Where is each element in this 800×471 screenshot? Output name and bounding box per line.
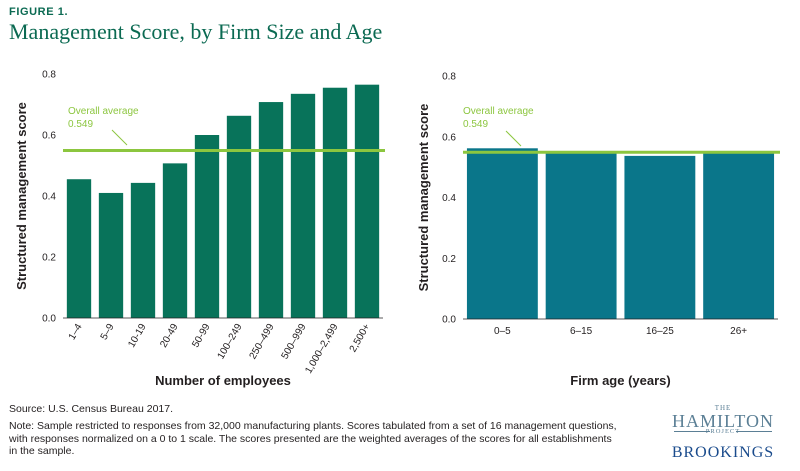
y-axis-label: Structured management score xyxy=(14,102,29,290)
y-tick-label: 0.6 xyxy=(442,132,456,143)
methodology-note: Note: Sample restricted to responses fro… xyxy=(9,420,617,457)
logo-rule-right xyxy=(736,431,772,432)
average-pointer xyxy=(111,129,128,146)
average-pointer xyxy=(505,130,522,147)
bar xyxy=(703,151,775,319)
source-note: Source: U.S. Census Bureau 2017. xyxy=(9,403,174,415)
bar xyxy=(162,163,188,318)
figure-label: FIGURE 1. xyxy=(9,6,69,18)
y-tick-label: 0.6 xyxy=(42,131,56,142)
y-tick-label: 0.2 xyxy=(42,253,56,264)
bar xyxy=(194,135,220,318)
bar xyxy=(130,182,156,318)
figure-title: Management Score, by Firm Size and Age xyxy=(9,19,383,44)
x-axis-label: Number of employees xyxy=(155,373,291,388)
y-tick-label: 0.0 xyxy=(442,315,456,326)
bar xyxy=(98,192,124,318)
logo-the: THE xyxy=(714,404,732,412)
bar xyxy=(66,179,92,318)
bar xyxy=(258,102,284,318)
x-tick-label: 26+ xyxy=(730,326,747,337)
bar xyxy=(545,153,617,319)
y-tick-label: 0.2 xyxy=(442,254,456,265)
average-value-label: 0.549 xyxy=(463,119,488,130)
logo-brookings: BROOKINGS xyxy=(671,444,775,461)
logo-hamilton: HAMILTON xyxy=(671,411,774,431)
y-tick-label: 0.8 xyxy=(442,72,456,83)
logo-rule-left xyxy=(674,431,710,432)
x-tick-label: 6–15 xyxy=(570,326,593,337)
bar xyxy=(322,87,348,318)
average-value-label: 0.549 xyxy=(68,119,93,130)
average-label: Overall average xyxy=(68,106,139,117)
x-tick-label: 16–25 xyxy=(646,326,674,337)
bar xyxy=(354,84,380,318)
logo-project: PROJECT xyxy=(705,428,741,435)
x-tick-label: 0–5 xyxy=(494,326,511,337)
y-tick-label: 0.4 xyxy=(442,193,456,204)
y-tick-label: 0.0 xyxy=(42,314,56,325)
bar xyxy=(466,148,538,319)
bar xyxy=(624,155,696,319)
y-tick-label: 0.8 xyxy=(42,70,56,81)
hamilton-brookings-logo: THE HAMILTON PROJECT BROOKINGS xyxy=(664,404,782,468)
average-label: Overall average xyxy=(463,106,534,117)
y-axis-label: Structured management score xyxy=(416,104,431,292)
bar xyxy=(290,93,316,318)
x-axis-label: Firm age (years) xyxy=(570,373,670,388)
y-tick-label: 0.4 xyxy=(42,192,56,203)
